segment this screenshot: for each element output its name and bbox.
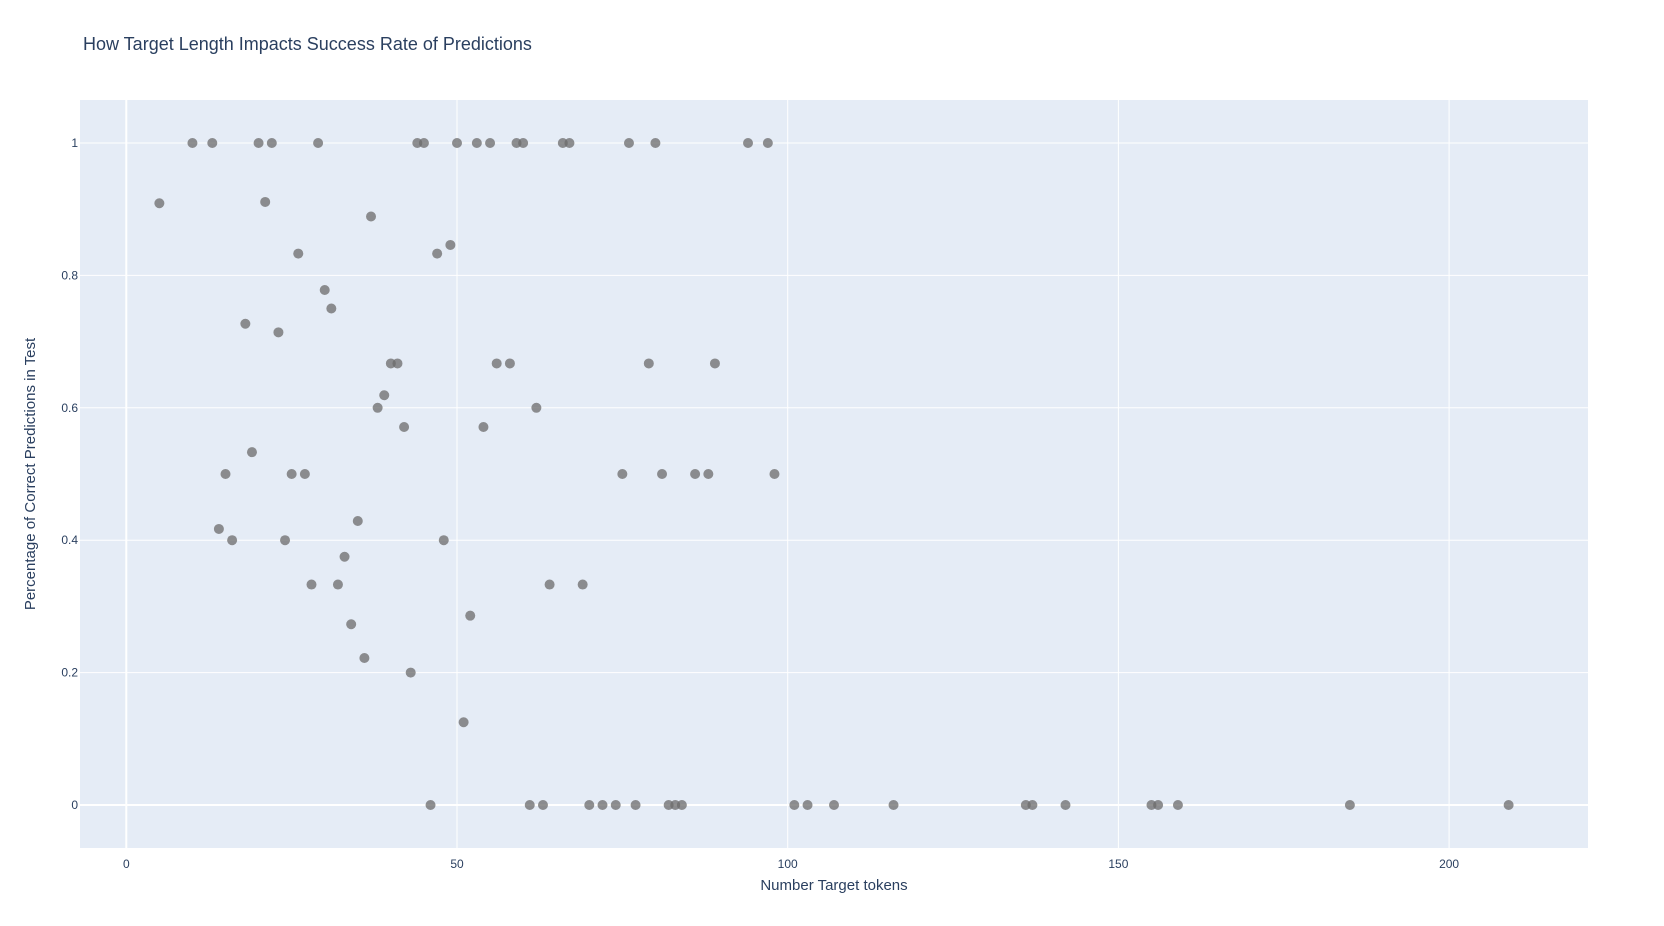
x-tick-label: 100 (778, 857, 798, 871)
data-point[interactable] (630, 799, 641, 810)
data-point[interactable] (1027, 799, 1038, 810)
data-point[interactable] (829, 799, 839, 810)
data-point[interactable] (478, 422, 489, 433)
x-axis-title: Number Target tokens (760, 877, 907, 894)
data-point[interactable] (1060, 799, 1071, 810)
data-point[interactable] (366, 211, 377, 222)
data-point[interactable] (458, 717, 469, 728)
data-point[interactable] (703, 469, 714, 479)
data-point[interactable] (372, 402, 383, 413)
data-point[interactable] (240, 318, 251, 329)
data-point[interactable] (564, 138, 575, 149)
data-point[interactable] (306, 579, 317, 590)
data-point[interactable] (544, 579, 555, 590)
data-point[interactable] (524, 799, 535, 810)
data-point[interactable] (610, 799, 621, 810)
data-point[interactable] (299, 469, 310, 479)
data-point[interactable] (405, 667, 416, 678)
data-point[interactable] (1153, 799, 1164, 810)
y-tick-label: 0.8 (61, 268, 78, 282)
data-point[interactable] (657, 469, 668, 479)
data-point[interactable] (432, 248, 443, 259)
data-point[interactable] (253, 138, 264, 149)
data-point[interactable] (617, 469, 628, 479)
data-point[interactable] (465, 610, 476, 621)
data-point[interactable] (577, 579, 588, 590)
y-tick-label: 0.2 (61, 666, 78, 680)
data-point[interactable] (584, 799, 595, 810)
data-point[interactable] (346, 619, 357, 630)
data-point[interactable] (491, 358, 502, 369)
data-point[interactable] (352, 515, 363, 526)
data-point[interactable] (769, 469, 780, 479)
data-point[interactable] (266, 138, 277, 149)
y-tick-labels: 0 0.2 0.4 0.6 0.8 1 (61, 136, 78, 812)
data-point[interactable] (280, 535, 291, 546)
data-point[interactable] (650, 138, 661, 149)
data-point[interactable] (213, 523, 224, 534)
x-tick-label: 0 (123, 857, 130, 871)
data-point[interactable] (438, 535, 449, 546)
data-point[interactable] (597, 799, 608, 810)
data-point[interactable] (293, 248, 304, 259)
data-points (154, 138, 1514, 810)
data-point[interactable] (425, 799, 436, 810)
data-point[interactable] (643, 358, 654, 369)
y-axis-title: Percentage of Correct Predictions in Tes… (22, 337, 39, 610)
data-point[interactable] (260, 196, 271, 207)
data-point[interactable] (313, 138, 324, 149)
data-point[interactable] (399, 422, 410, 433)
x-tick-label: 150 (1108, 857, 1128, 871)
data-point[interactable] (286, 469, 297, 479)
y-tick-label: 1 (71, 136, 78, 150)
data-point[interactable] (1344, 799, 1355, 810)
data-point[interactable] (445, 239, 456, 250)
data-point[interactable] (518, 138, 529, 149)
data-point[interactable] (339, 551, 350, 562)
data-point[interactable] (326, 303, 337, 314)
data-point[interactable] (802, 799, 813, 810)
data-point[interactable] (623, 138, 634, 149)
data-point[interactable] (227, 535, 238, 546)
data-point[interactable] (220, 469, 231, 479)
plot-background (80, 100, 1588, 848)
y-tick-label: 0.4 (61, 533, 78, 547)
data-point[interactable] (676, 799, 687, 810)
data-point[interactable] (207, 138, 218, 149)
chart-title: How Target Length Impacts Success Rate o… (83, 34, 532, 54)
x-tick-labels: 0 50 100 150 200 (123, 857, 1459, 871)
data-point[interactable] (743, 138, 754, 149)
data-point[interactable] (888, 799, 899, 810)
x-tick-label: 200 (1439, 857, 1459, 871)
data-point[interactable] (1503, 799, 1514, 810)
data-point[interactable] (332, 579, 343, 590)
data-point[interactable] (273, 327, 284, 338)
data-point[interactable] (154, 198, 165, 209)
data-point[interactable] (471, 138, 482, 149)
data-point[interactable] (452, 138, 462, 149)
data-point[interactable] (709, 358, 720, 369)
data-point[interactable] (418, 138, 429, 149)
y-tick-label: 0.6 (61, 401, 78, 415)
x-tick-label: 50 (450, 857, 464, 871)
data-point[interactable] (187, 138, 198, 149)
data-point[interactable] (379, 390, 390, 401)
data-point[interactable] (789, 799, 800, 810)
data-point[interactable] (485, 138, 496, 149)
data-point[interactable] (762, 138, 773, 149)
y-tick-label: 0 (71, 798, 78, 812)
data-point[interactable] (531, 402, 542, 413)
data-point[interactable] (392, 358, 403, 369)
data-point[interactable] (690, 469, 701, 479)
data-point[interactable] (319, 284, 330, 295)
data-point[interactable] (537, 799, 548, 810)
data-point[interactable] (359, 653, 370, 664)
data-point[interactable] (504, 358, 515, 369)
data-point[interactable] (1172, 799, 1183, 810)
data-point[interactable] (246, 447, 257, 458)
